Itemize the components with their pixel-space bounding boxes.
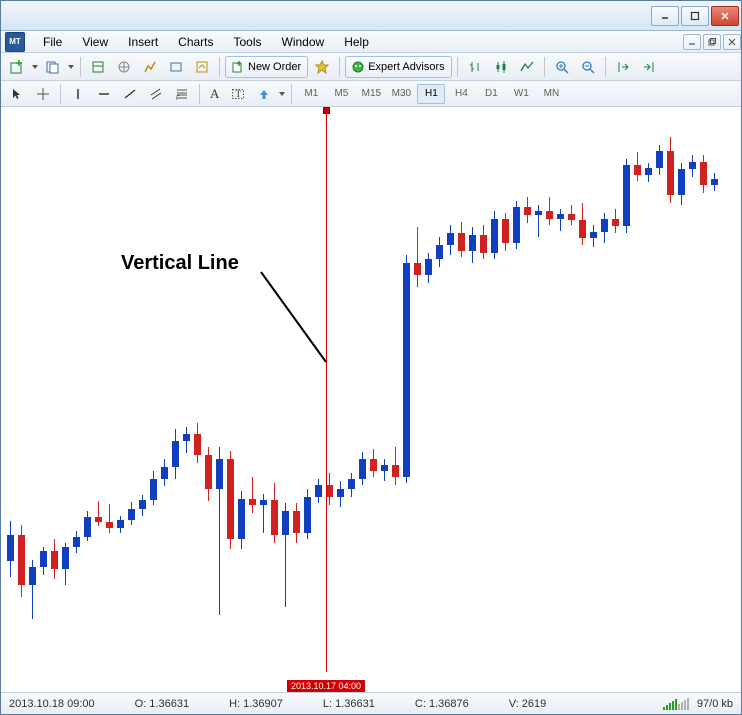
svg-text:T: T bbox=[236, 89, 242, 99]
app-window: MT File View Insert Charts Tools Window … bbox=[0, 0, 742, 715]
menu-help[interactable]: Help bbox=[334, 33, 379, 51]
timeframe-m1[interactable]: M1 bbox=[297, 84, 325, 104]
horizontal-line-button[interactable] bbox=[92, 83, 116, 105]
strategy-tester-button[interactable] bbox=[190, 56, 214, 78]
text-label-button[interactable]: T bbox=[226, 83, 250, 105]
timeframe-mn[interactable]: MN bbox=[537, 84, 565, 104]
menu-tools[interactable]: Tools bbox=[224, 33, 272, 51]
svg-text:F: F bbox=[176, 96, 180, 101]
toolbar-main: New Order Expert Advisors bbox=[1, 53, 741, 81]
zoom-out-button[interactable] bbox=[576, 56, 600, 78]
arrows-dropdown[interactable] bbox=[278, 83, 286, 105]
expert-advisors-button[interactable]: Expert Advisors bbox=[345, 56, 451, 78]
equidistant-channel-button[interactable] bbox=[144, 83, 168, 105]
status-open: O: 1.36631 bbox=[135, 698, 189, 710]
timeframe-d1[interactable]: D1 bbox=[477, 84, 505, 104]
profiles-dropdown[interactable] bbox=[67, 56, 75, 78]
menu-insert[interactable]: Insert bbox=[118, 33, 168, 51]
mdi-minimize-button[interactable] bbox=[683, 34, 701, 50]
menu-charts[interactable]: Charts bbox=[168, 33, 223, 51]
status-close: C: 1.36876 bbox=[415, 698, 469, 710]
profiles-button[interactable] bbox=[41, 56, 65, 78]
cursor-button[interactable] bbox=[5, 83, 29, 105]
annotation-line bbox=[1, 107, 741, 692]
menubar: MT File View Insert Charts Tools Window … bbox=[1, 31, 741, 53]
close-button[interactable] bbox=[711, 6, 739, 26]
timeframe-h4[interactable]: H4 bbox=[447, 84, 475, 104]
statusbar: 2013.10.18 09:00 O: 1.36631 H: 1.36907 L… bbox=[1, 692, 741, 714]
status-high: H: 1.36907 bbox=[229, 698, 283, 710]
status-low: L: 1.36631 bbox=[323, 698, 375, 710]
mdi-close-button[interactable] bbox=[723, 34, 741, 50]
chart-shift-button[interactable] bbox=[637, 56, 661, 78]
vertical-line-handle[interactable] bbox=[323, 107, 330, 114]
text-button[interactable]: A bbox=[205, 83, 224, 105]
auto-scroll-button[interactable] bbox=[611, 56, 635, 78]
timeframe-h1[interactable]: H1 bbox=[417, 84, 445, 104]
chart-area[interactable]: 2013.10.17 04:00 Vertical Line bbox=[1, 107, 741, 692]
status-datetime: 2013.10.18 09:00 bbox=[9, 698, 95, 710]
vertical-line-object[interactable] bbox=[326, 107, 327, 672]
terminal-button[interactable] bbox=[164, 56, 188, 78]
vertical-line-timestamp: 2013.10.17 04:00 bbox=[287, 680, 365, 692]
minimize-button[interactable] bbox=[651, 6, 679, 26]
app-icon: MT bbox=[5, 32, 25, 52]
status-volume: V: 2619 bbox=[509, 698, 547, 710]
menu-window[interactable]: Window bbox=[272, 33, 335, 51]
bar-chart-button[interactable] bbox=[463, 56, 487, 78]
fibonacci-button[interactable]: F bbox=[170, 83, 194, 105]
data-window-button[interactable] bbox=[138, 56, 162, 78]
toolbar-drawing: F A T M1 M5 M15 M30 H1 H4 D1 W1 MN bbox=[1, 81, 741, 107]
menu-view[interactable]: View bbox=[72, 33, 118, 51]
new-chart-dropdown[interactable] bbox=[31, 56, 39, 78]
navigator-button[interactable] bbox=[112, 56, 136, 78]
annotation-text: Vertical Line bbox=[121, 252, 239, 275]
line-chart-button[interactable] bbox=[515, 56, 539, 78]
new-order-button[interactable]: New Order bbox=[225, 56, 308, 78]
metaeditor-button[interactable] bbox=[310, 56, 334, 78]
new-order-label: New Order bbox=[248, 61, 301, 73]
timeframe-m30[interactable]: M30 bbox=[387, 84, 415, 104]
candle-chart-button[interactable] bbox=[489, 56, 513, 78]
crosshair-button[interactable] bbox=[31, 83, 55, 105]
zoom-in-button[interactable] bbox=[550, 56, 574, 78]
arrows-button[interactable] bbox=[252, 83, 276, 105]
status-connection: 97/0 kb bbox=[697, 698, 733, 710]
new-chart-button[interactable] bbox=[5, 56, 29, 78]
maximize-button[interactable] bbox=[681, 6, 709, 26]
timeframe-m5[interactable]: M5 bbox=[327, 84, 355, 104]
market-watch-button[interactable] bbox=[86, 56, 110, 78]
expert-advisors-label: Expert Advisors bbox=[368, 61, 444, 73]
timeframe-m15[interactable]: M15 bbox=[357, 84, 385, 104]
trendline-button[interactable] bbox=[118, 83, 142, 105]
titlebar bbox=[1, 1, 741, 31]
vertical-line-button[interactable] bbox=[66, 83, 90, 105]
menu-file[interactable]: File bbox=[33, 33, 72, 51]
timeframe-w1[interactable]: W1 bbox=[507, 84, 535, 104]
connection-icon bbox=[663, 698, 689, 710]
mdi-restore-button[interactable] bbox=[703, 34, 721, 50]
